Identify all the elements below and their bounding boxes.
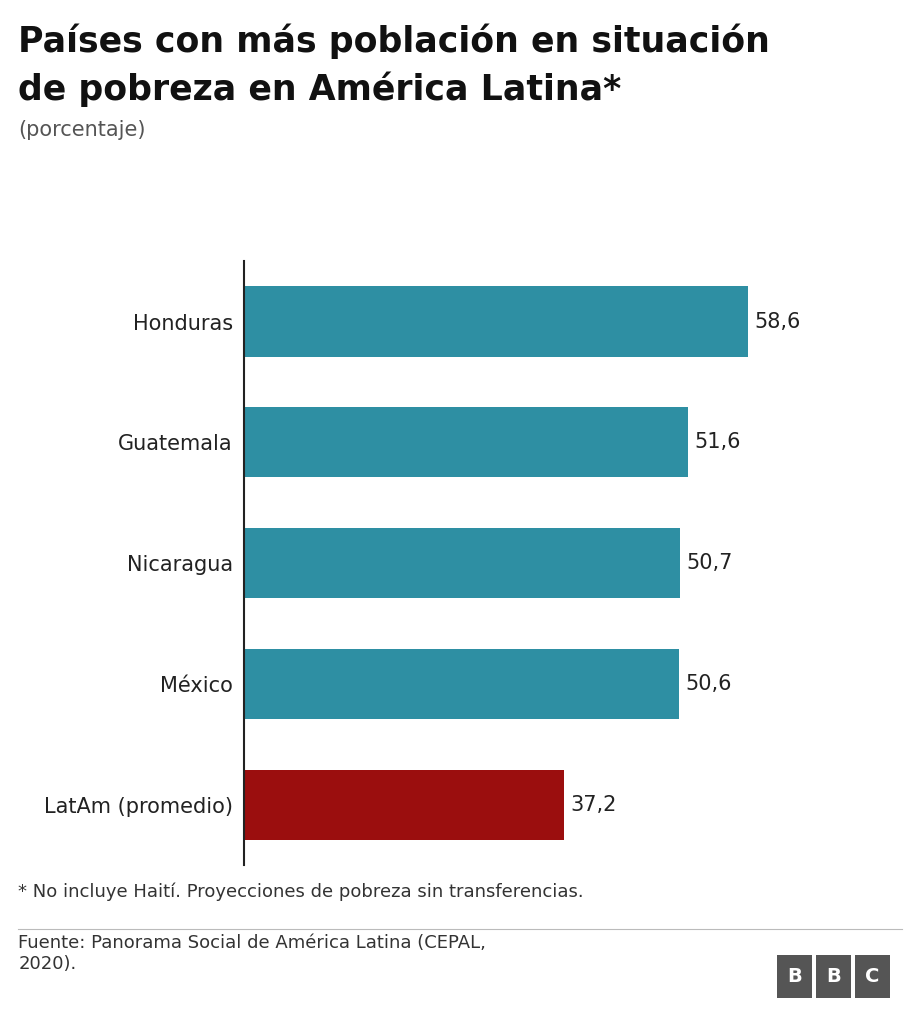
Text: (porcentaje): (porcentaje) bbox=[18, 120, 146, 140]
Bar bbox=[244, 528, 679, 598]
Text: Fuente: Panorama Social de América Latina (CEPAL,
2020).: Fuente: Panorama Social de América Latin… bbox=[18, 934, 486, 973]
Text: * No incluye Haití. Proyecciones de pobreza sin transferencias.: * No incluye Haití. Proyecciones de pobr… bbox=[18, 883, 584, 901]
Text: 50,7: 50,7 bbox=[686, 553, 732, 573]
Text: 50,6: 50,6 bbox=[685, 674, 732, 694]
Bar bbox=[244, 287, 747, 356]
Text: B: B bbox=[825, 968, 840, 986]
Text: C: C bbox=[864, 968, 879, 986]
Text: Países con más población en situación: Países con más población en situación bbox=[18, 24, 769, 59]
Text: B: B bbox=[787, 968, 801, 986]
Bar bbox=[244, 408, 687, 477]
Text: 51,6: 51,6 bbox=[693, 432, 740, 453]
Text: de pobreza en América Latina*: de pobreza en América Latina* bbox=[18, 72, 621, 108]
Text: 37,2: 37,2 bbox=[570, 795, 616, 815]
Bar bbox=[244, 770, 563, 840]
Bar bbox=[244, 649, 678, 719]
Text: 58,6: 58,6 bbox=[754, 311, 800, 332]
